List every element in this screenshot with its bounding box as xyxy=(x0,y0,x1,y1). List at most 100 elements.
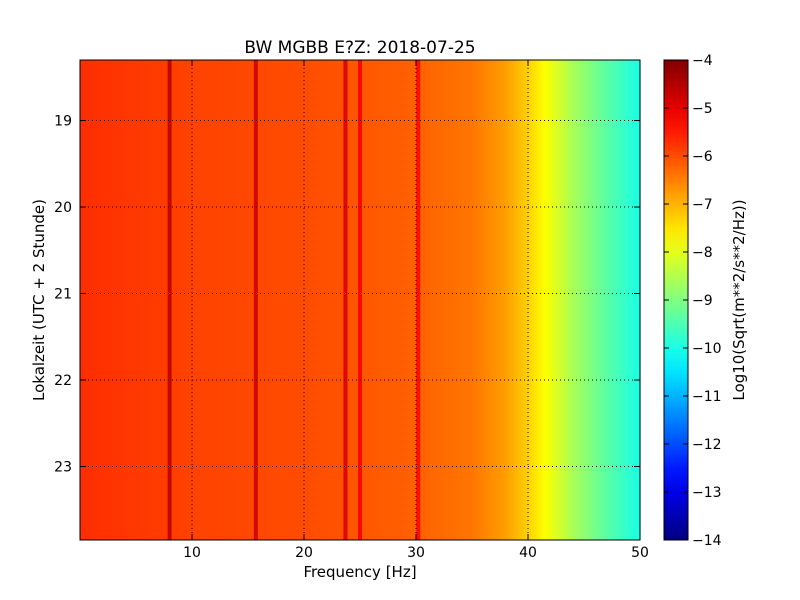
spectrogram-column xyxy=(614,60,619,540)
spectrogram-column xyxy=(516,60,521,540)
spectrogram-column xyxy=(110,60,115,540)
x-tick-label: 10 xyxy=(183,545,201,561)
spectrogram-column xyxy=(354,60,358,540)
spectrogram-column xyxy=(141,60,145,540)
spectrogram-column xyxy=(368,60,372,540)
spectrogram-column xyxy=(393,60,397,540)
spectrogram-column xyxy=(312,60,316,540)
spectrogram-column xyxy=(606,60,610,540)
plot-frame xyxy=(79,59,641,541)
spectrogram-column xyxy=(127,60,131,540)
spectrogram-column xyxy=(623,60,627,540)
spectrogram-column xyxy=(390,60,395,540)
spectrogram-column xyxy=(502,60,507,540)
spectrogram-column xyxy=(444,60,448,540)
colorbar: −4 −5 −6 −7 −8 −9 −10 −11 −12 −13 −14 xyxy=(663,53,722,549)
spectrogram-column xyxy=(592,60,596,540)
spectrogram-column xyxy=(514,60,518,540)
spectrogram-column xyxy=(301,60,305,540)
colorbar-tick-label: −7 xyxy=(692,197,713,213)
spectrogram-column xyxy=(595,60,599,540)
spectrogram-column xyxy=(362,60,367,540)
spectrogram-column xyxy=(206,60,210,540)
spectrogram-column xyxy=(385,60,389,540)
spectrogram-column xyxy=(318,60,322,540)
spectrogram-column xyxy=(396,60,400,540)
spectrogram-column xyxy=(264,60,269,540)
spectrogram-column xyxy=(259,60,263,540)
colorbar-tick-label: −4 xyxy=(692,53,713,69)
spectrogram-column xyxy=(164,60,168,540)
spectrogram-column xyxy=(533,60,537,540)
spectrogram-column xyxy=(477,60,481,540)
spectrogram-column xyxy=(519,60,523,540)
spectrogram-column xyxy=(242,60,246,540)
spectrogram-column xyxy=(88,60,92,540)
x-axis-label: Frequency [Hz] xyxy=(303,563,416,581)
spectrogram-column xyxy=(309,60,313,540)
spectrogram-column xyxy=(371,60,375,540)
spectrogram-column xyxy=(348,60,353,540)
spectrogram-column xyxy=(379,60,383,540)
spectrogram-column xyxy=(432,60,437,540)
chart-title: BW MGBB E?Z: 2018-07-25 xyxy=(244,38,475,58)
spectrogram-column xyxy=(575,60,579,540)
spectrogram-column xyxy=(488,60,493,540)
spectrogram-column xyxy=(138,60,143,540)
y-axis-ticks: 19 20 21 22 23 xyxy=(54,114,640,475)
spectrogram-column xyxy=(491,60,495,540)
spectrogram-column xyxy=(248,60,252,540)
spectrogram-column xyxy=(189,60,193,540)
colorbar-tick-label: −6 xyxy=(692,149,713,165)
spectrogram-column xyxy=(203,60,207,540)
spectrogram-column xyxy=(281,60,285,540)
spectral-line xyxy=(343,60,348,540)
spectrogram-column xyxy=(113,60,117,540)
spectrogram-column xyxy=(192,60,196,540)
spectrogram-column xyxy=(91,60,95,540)
spectrogram-column xyxy=(424,60,428,540)
spectrogram-column xyxy=(320,60,325,540)
spectrogram-column xyxy=(402,60,406,540)
spectrogram-column xyxy=(407,60,411,540)
spectrogram-column xyxy=(528,60,532,540)
spectrogram-column xyxy=(483,60,487,540)
spectrogram-column xyxy=(522,60,526,540)
spectrogram-column xyxy=(278,60,283,540)
spectrogram-column xyxy=(340,60,344,540)
spectrogram-column xyxy=(180,60,185,540)
spectrogram-column xyxy=(323,60,327,540)
spectrogram-column xyxy=(326,60,330,540)
spectrogram-column xyxy=(589,60,593,540)
spectral-line xyxy=(416,60,421,540)
spectrogram-column xyxy=(469,60,473,540)
spectrogram-column xyxy=(298,60,302,540)
spectrogram-column xyxy=(472,60,476,540)
spectrogram-column xyxy=(399,60,403,540)
spectrogram-column xyxy=(82,60,87,540)
spectrogram-column xyxy=(183,60,187,540)
spectrogram-column xyxy=(463,60,467,540)
spectrogram-column xyxy=(525,60,529,540)
colorbar-label: Log10(Sqrt(m**2/s**2/Hz)) xyxy=(730,199,748,400)
spectrogram-column xyxy=(200,60,204,540)
spectrogram-column xyxy=(609,60,613,540)
spectrogram-column xyxy=(290,60,294,540)
spectrogram-column xyxy=(435,60,439,540)
y-tick-label: 22 xyxy=(54,373,72,389)
spectrogram-column xyxy=(497,60,501,540)
spectrogram-column xyxy=(116,60,120,540)
spectrogram-column xyxy=(603,60,607,540)
spectrogram-column xyxy=(539,60,543,540)
spectrogram-column xyxy=(186,60,190,540)
spectrogram-column xyxy=(295,60,299,540)
spectrogram-column xyxy=(376,60,381,540)
spectrogram-column xyxy=(94,60,98,540)
spectrogram-column xyxy=(421,60,425,540)
colorbar-tick-label: −14 xyxy=(692,533,722,549)
spectrogram-column xyxy=(220,60,224,540)
spectrogram-column xyxy=(133,60,137,540)
spectrogram-column xyxy=(418,60,423,540)
spectrogram-column xyxy=(500,60,504,540)
spectrogram-column xyxy=(228,60,232,540)
